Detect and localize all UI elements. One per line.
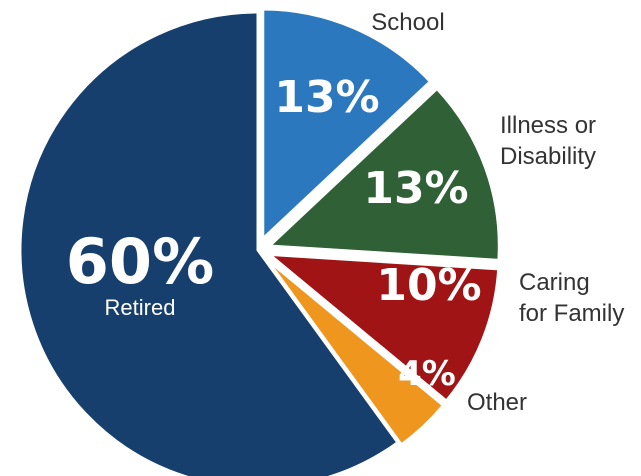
slice-label-caring-for-family: Caring for Family xyxy=(519,269,624,327)
slice-label-school: School xyxy=(371,9,444,36)
pie-slice-other xyxy=(265,257,446,447)
pie-slice-caring-for-family xyxy=(264,252,501,404)
slice-label-illness-or-disability: Illness or Disability xyxy=(500,112,596,170)
pie-slice-school xyxy=(261,7,433,243)
pie-slices xyxy=(18,7,501,476)
slice-percent-illness-or-disability: 13% xyxy=(363,163,468,214)
slice-percent-retired: 60% xyxy=(66,225,214,298)
pie-slice-retired xyxy=(18,10,400,476)
slice-percent-other: 4% xyxy=(398,354,456,394)
slice-label-retired: Retired xyxy=(105,295,176,320)
slice-percent-caring-for-family: 10% xyxy=(376,260,481,311)
pie-slice-illness-or-disability xyxy=(265,86,501,262)
slice-label-other: Other xyxy=(467,389,527,416)
slice-percent-school: 13% xyxy=(274,72,379,123)
pie-labels: 60%Retired 13% School 13% Illness or Disabili… xyxy=(66,9,625,416)
